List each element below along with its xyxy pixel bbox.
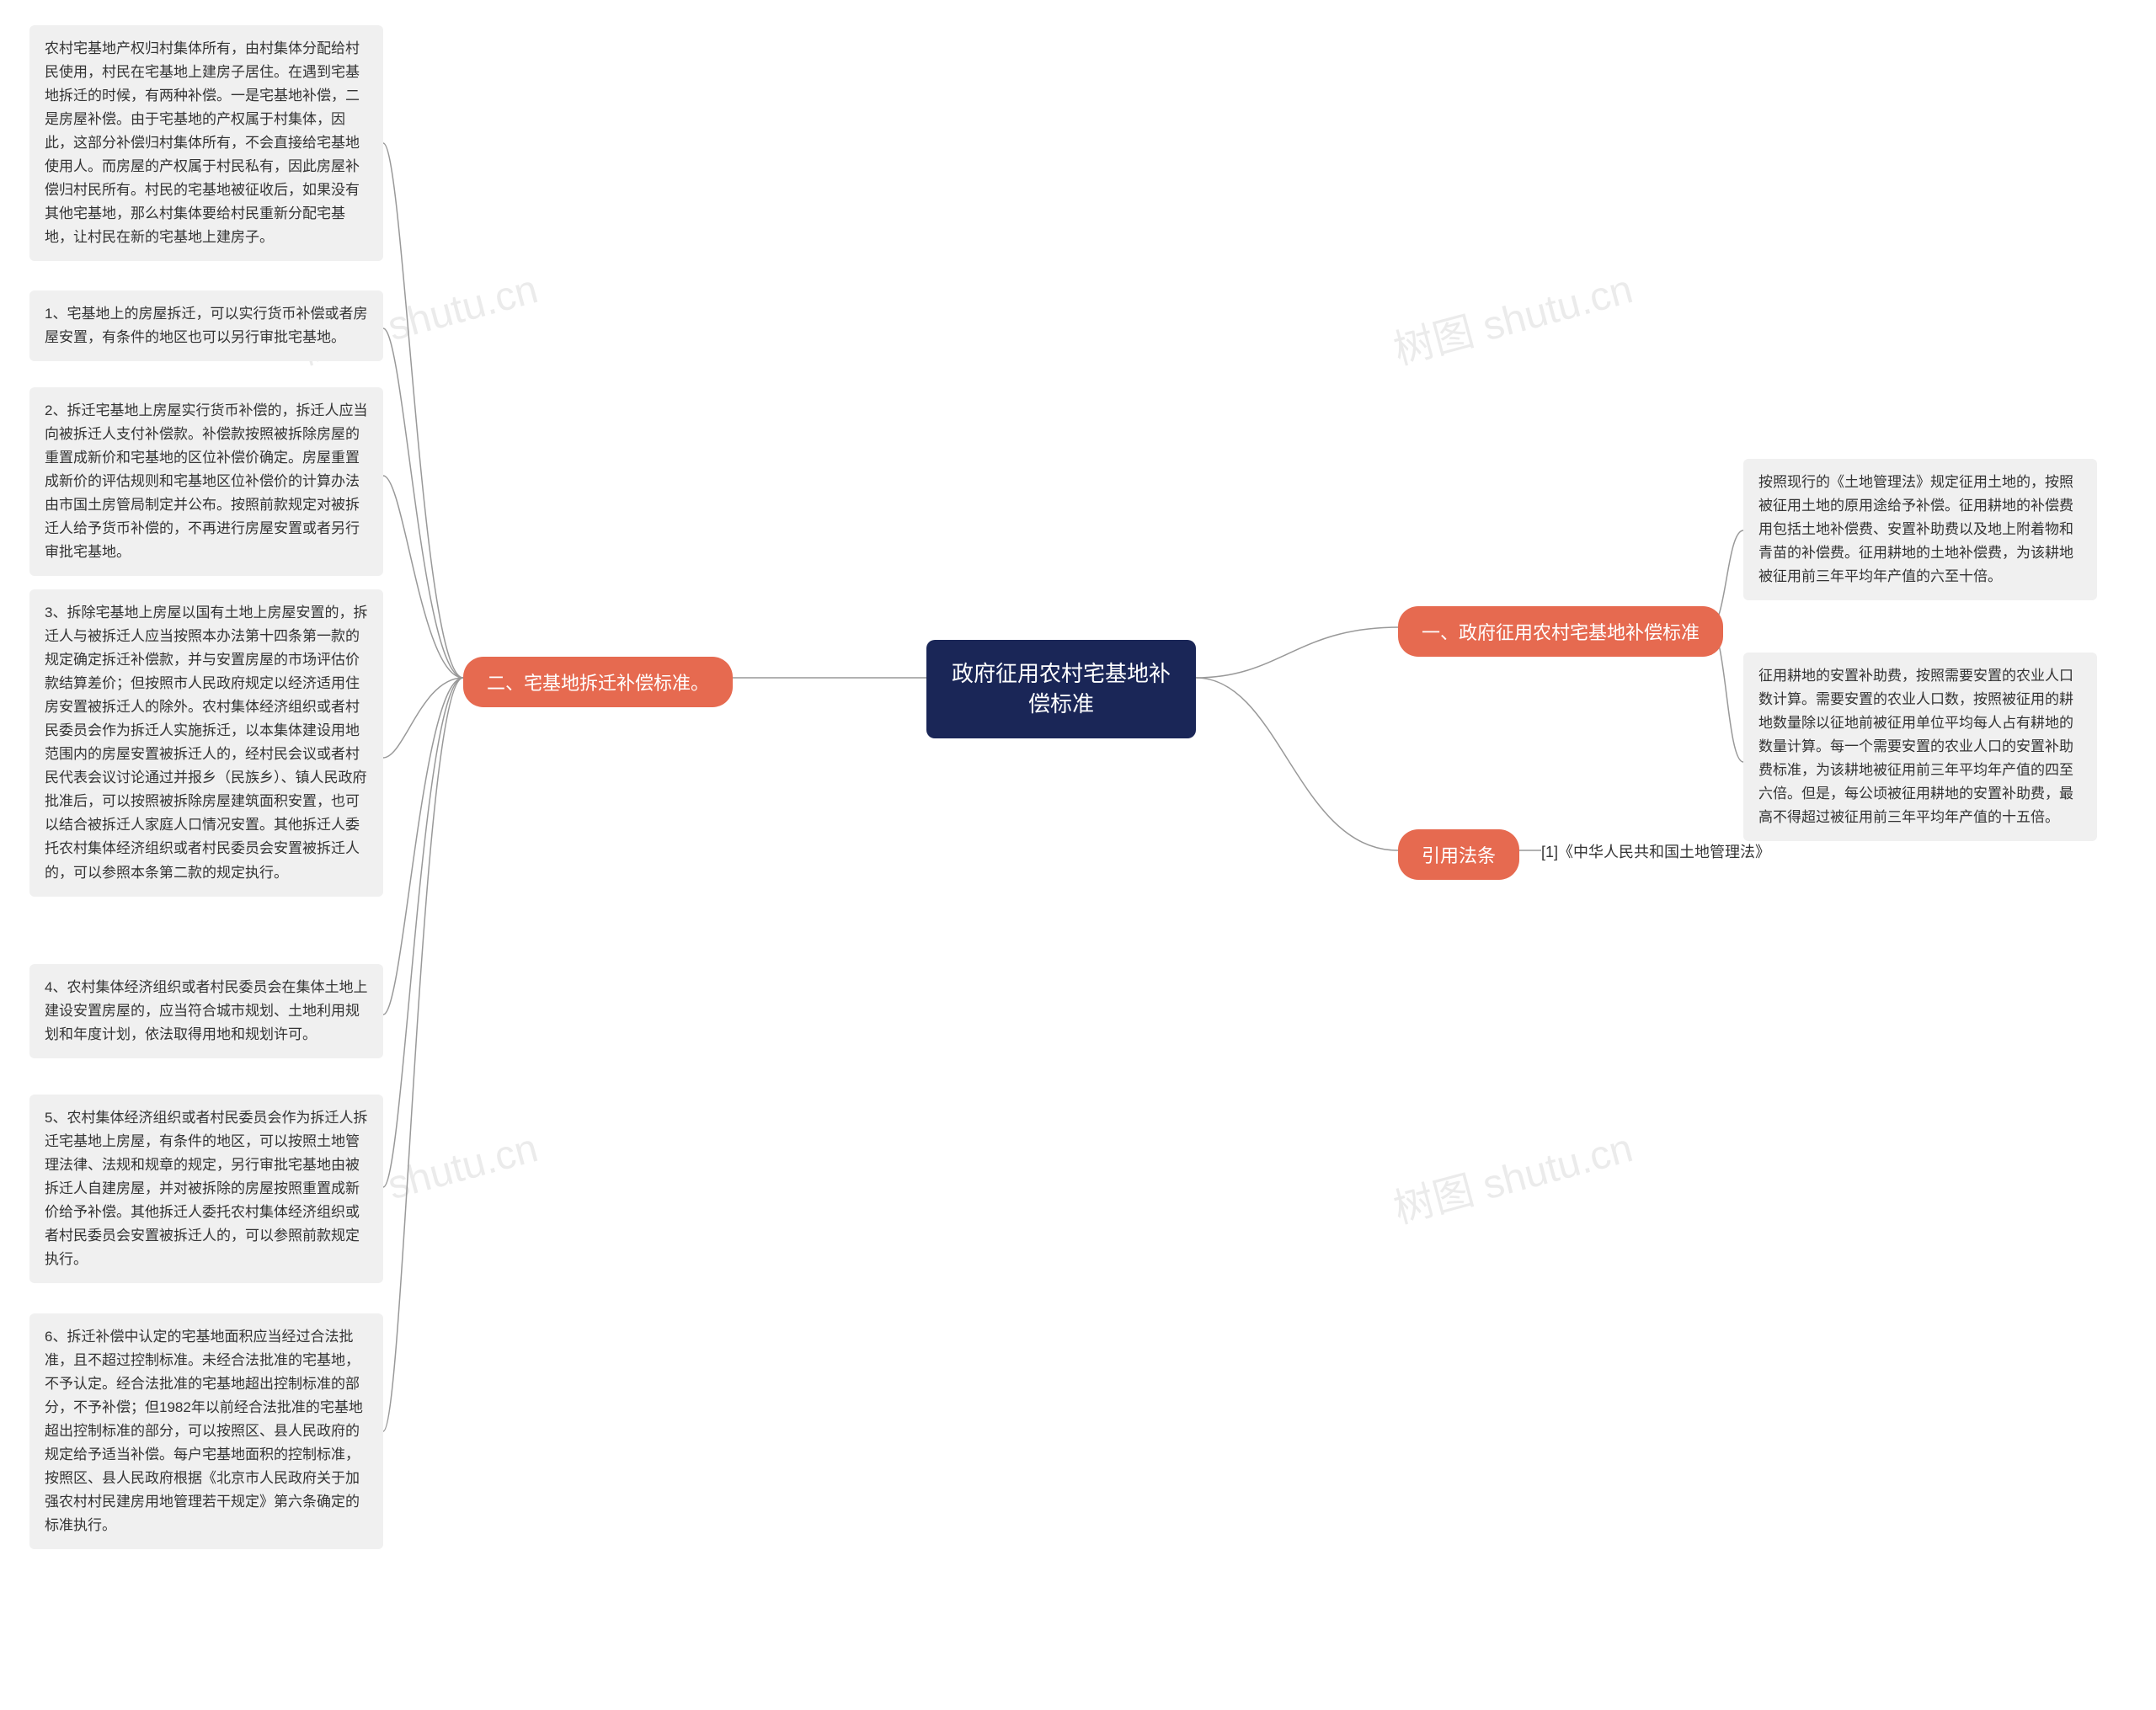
branch-label: 一、政府征用农村宅基地补偿标准 <box>1422 622 1700 643</box>
leaf-text: 征用耕地的安置补助费，按照需要安置的农业人口数计算。需要安置的农业人口数，按照被… <box>1758 668 2073 825</box>
branch-demolition-standard[interactable]: 二、宅基地拆迁补偿标准。 <box>463 657 733 707</box>
root-label: 政府征用农村宅基地补偿标准 <box>952 661 1171 716</box>
watermark: 树图 shutu.cn <box>1386 256 1638 376</box>
leaf-text: [1]《中华人民共和国土地管理法》 <box>1541 844 1770 860</box>
leaf-text: 2、拆迁宅基地上房屋实行货币补偿的，拆迁人应当向被拆迁人支付补偿款。补偿款按照被… <box>45 402 367 560</box>
watermark: 树图 shutu.cn <box>1386 1115 1638 1235</box>
leaf-text: 1、宅基地上的房屋拆迁，可以实行货币补偿或者房屋安置，有条件的地区也可以另行审批… <box>45 306 367 345</box>
leaf-item-1[interactable]: 1、宅基地上的房屋拆迁，可以实行货币补偿或者房屋安置，有条件的地区也可以另行审批… <box>29 290 383 361</box>
leaf-ownership-intro[interactable]: 农村宅基地产权归村集体所有，由村集体分配给村民使用，村民在宅基地上建房子居住。在… <box>29 25 383 261</box>
leaf-land-law-summary[interactable]: 按照现行的《土地管理法》规定征用土地的，按照被征用土地的原用途给予补偿。征用耕地… <box>1743 459 2097 600</box>
branch-label: 引用法条 <box>1422 845 1496 866</box>
leaf-item-5[interactable]: 5、农村集体经济组织或者村民委员会作为拆迁人拆迁宅基地上房屋，有条件的地区，可以… <box>29 1095 383 1283</box>
mindmap-root[interactable]: 政府征用农村宅基地补偿标准 <box>926 640 1196 738</box>
leaf-text: 4、农村集体经济组织或者村民委员会在集体土地上建设安置房屋的，应当符合城市规划、… <box>45 979 367 1042</box>
leaf-citation-ref[interactable]: [1]《中华人民共和国土地管理法》 <box>1541 840 1770 862</box>
branch-compensation-standard[interactable]: 一、政府征用农村宅基地补偿标准 <box>1398 606 1723 657</box>
leaf-resettlement-subsidy[interactable]: 征用耕地的安置补助费，按照需要安置的农业人口数计算。需要安置的农业人口数，按照被… <box>1743 653 2097 841</box>
leaf-item-2[interactable]: 2、拆迁宅基地上房屋实行货币补偿的，拆迁人应当向被拆迁人支付补偿款。补偿款按照被… <box>29 387 383 576</box>
leaf-text: 5、农村集体经济组织或者村民委员会作为拆迁人拆迁宅基地上房屋，有条件的地区，可以… <box>45 1110 367 1267</box>
branch-label: 二、宅基地拆迁补偿标准。 <box>487 673 709 694</box>
leaf-text: 6、拆迁补偿中认定的宅基地面积应当经过合法批准，且不超过控制标准。未经合法批准的… <box>45 1329 363 1533</box>
leaf-text: 3、拆除宅基地上房屋以国有土地上房屋安置的，拆迁人与被拆迁人应当按照本办法第十四… <box>45 605 367 881</box>
leaf-item-3[interactable]: 3、拆除宅基地上房屋以国有土地上房屋安置的，拆迁人与被拆迁人应当按照本办法第十四… <box>29 589 383 897</box>
branch-citation[interactable]: 引用法条 <box>1398 829 1519 880</box>
leaf-text: 按照现行的《土地管理法》规定征用土地的，按照被征用土地的原用途给予补偿。征用耕地… <box>1758 474 2073 584</box>
leaf-item-4[interactable]: 4、农村集体经济组织或者村民委员会在集体土地上建设安置房屋的，应当符合城市规划、… <box>29 964 383 1058</box>
leaf-item-6[interactable]: 6、拆迁补偿中认定的宅基地面积应当经过合法批准，且不超过控制标准。未经合法批准的… <box>29 1313 383 1549</box>
leaf-text: 农村宅基地产权归村集体所有，由村集体分配给村民使用，村民在宅基地上建房子居住。在… <box>45 40 360 245</box>
